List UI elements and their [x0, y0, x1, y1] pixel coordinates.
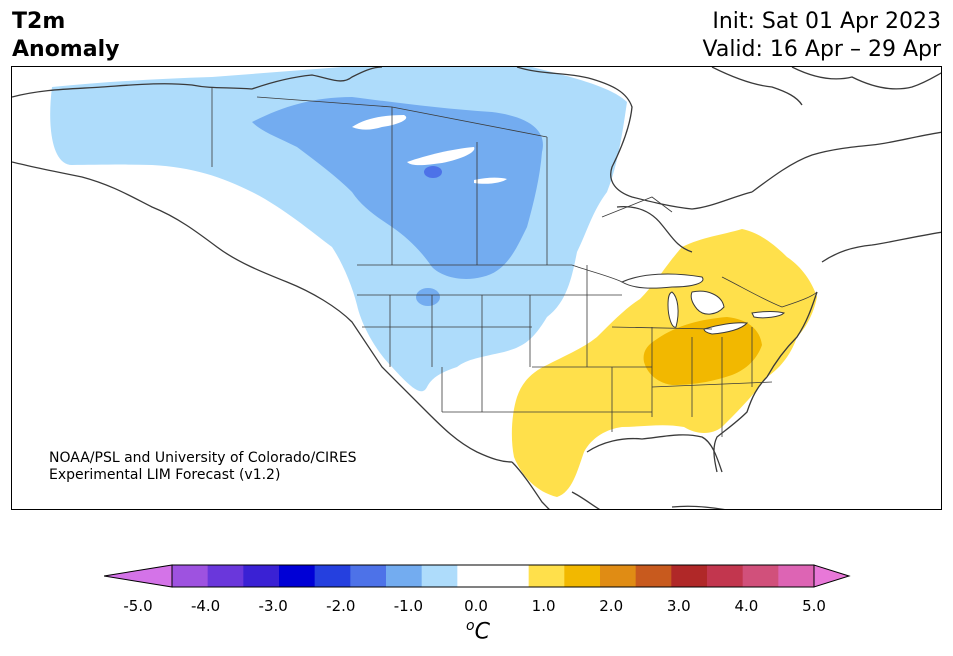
lake-athabasca: [474, 177, 507, 184]
great-bear-lake: [352, 115, 407, 130]
lake-huron: [690, 290, 725, 315]
colorbar-tick-label: 3.0: [666, 597, 691, 615]
colorbar-cell: [386, 565, 423, 587]
map-panel: NOAA/PSL and University of Colorado/CIRE…: [11, 66, 942, 510]
map-title: T2m Anomaly: [12, 8, 119, 64]
colorbar-cells: [172, 565, 815, 587]
colorbar-max-arrow: [813, 564, 851, 588]
colorbar-cell: [314, 565, 351, 587]
degree-symbol: o: [466, 618, 475, 634]
colorbar-cell: [243, 565, 280, 587]
political-borders: [211, 87, 818, 437]
forecast-dates: Init: Sat 01 Apr 2023 Valid: 16 Apr – 29…: [703, 8, 942, 64]
colorbar-tick-label: 4.0: [734, 597, 759, 615]
colorbar-cell: [457, 565, 494, 587]
variable-label: T2m: [12, 9, 66, 34]
anomaly-label: Anomaly: [12, 37, 120, 62]
colorbar-tick-label: -3.0: [258, 597, 288, 615]
colorbar-cell: [707, 565, 744, 587]
colorbar: [104, 564, 851, 588]
anomaly-map: [12, 67, 941, 509]
colorbar-cell: [671, 565, 708, 587]
colorbar-tick-label: -2.0: [326, 597, 356, 615]
lake-ontario: [751, 311, 785, 319]
valid-dates: Valid: 16 Apr – 29 Apr: [702, 37, 942, 62]
credit-line-1: NOAA/PSL and University of Colorado/CIRE…: [49, 450, 357, 466]
colorbar-tick-label: 5.0: [802, 597, 826, 615]
colorbar-tick-label: -4.0: [190, 597, 221, 615]
colorbar-unit: oC: [466, 618, 490, 644]
lake-erie: [703, 322, 749, 335]
lake-superior: [620, 273, 704, 289]
colorbar-cell: [279, 565, 316, 587]
colorbar-cell: [493, 565, 530, 587]
colorbar-cell: [350, 565, 387, 587]
great-slave-lake: [407, 147, 475, 166]
colorbar-cell: [421, 565, 458, 587]
colorbar-cell: [600, 565, 637, 587]
colorbar-cell: [742, 565, 779, 587]
colorbar-outline: [171, 564, 815, 588]
credit-line-2: Experimental LIM Forecast (v1.2): [49, 467, 281, 483]
colorbar-tick-label: -5.0: [123, 597, 153, 615]
colorbar-tick-label: -1.0: [393, 597, 424, 615]
colorbar-cell: [635, 565, 672, 587]
colorbar-tick-label: 2.0: [599, 597, 624, 615]
colorbar-tick-label: 0.0: [464, 597, 488, 615]
colorbar-cell: [528, 565, 565, 587]
colorbar-cell: [778, 565, 815, 587]
unit-letter: C: [474, 619, 490, 645]
init-date: Init: Sat 01 Apr 2023: [712, 9, 941, 34]
colorbar-min-arrow: [104, 564, 173, 588]
cold-anomaly-patch-2: [416, 288, 440, 306]
colorbar-cell: [564, 565, 601, 587]
lake-michigan: [667, 291, 679, 328]
colorbar-tick-label: 1.0: [531, 597, 556, 615]
colorbar-cell: [172, 565, 209, 587]
forecast-credit: NOAA/PSL and University of Colorado/CIRE…: [49, 450, 357, 484]
coastlines: [12, 67, 941, 509]
warm-anomaly-medium: [643, 317, 762, 385]
cold-anomaly-medium: [252, 97, 543, 279]
cold-anomaly-patch: [424, 166, 442, 178]
colorbar-cell: [207, 565, 244, 587]
